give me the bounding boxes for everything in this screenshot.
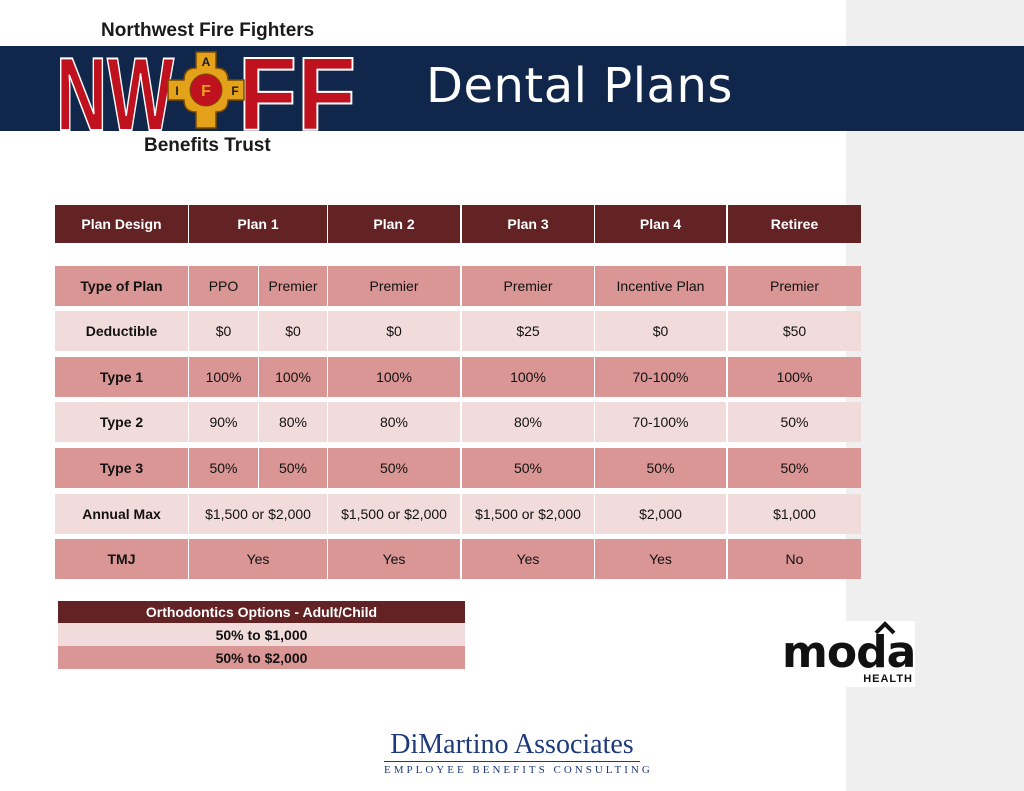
row-label-cell: Type of Plan [55, 266, 188, 306]
emblem-letter-f-right: F [231, 84, 238, 98]
orthodontics-table: Orthodontics Options - Adult/Child 50% t… [58, 601, 465, 669]
table-cell: 100% [328, 357, 460, 397]
moda-health-label: HEALTH [863, 673, 913, 685]
table-cell: 50% [462, 448, 594, 488]
table-cell: 50% [189, 448, 258, 488]
table-cell: Premier [728, 266, 861, 306]
table-cell: $1,500 or $2,000 [189, 494, 327, 534]
table-header-cell: Plan 3 [462, 205, 594, 243]
table-cell: Premier [328, 266, 460, 306]
row-label-cell: Type 2 [55, 402, 188, 442]
row-label-cell: Deductible [55, 311, 188, 351]
table-cell: 50% [595, 448, 726, 488]
table-cell: Yes [189, 539, 327, 579]
nwff-letters-graphic: NW FF A I F F [56, 40, 357, 136]
table-cell: 100% [462, 357, 594, 397]
table-cell: 50% [259, 448, 327, 488]
table-cell: 90% [189, 402, 258, 442]
table-cell: 80% [259, 402, 327, 442]
iaff-emblem-icon: A I F F [167, 51, 245, 129]
table-cell: $1,000 [728, 494, 861, 534]
table-cell: $25 [462, 311, 594, 351]
table-cell: 50% [728, 402, 861, 442]
orthodontics-row: 50% to $1,000 [58, 623, 465, 646]
emblem-letter-a: A [202, 55, 211, 69]
table-cell: $50 [728, 311, 861, 351]
table-header-cell: Plan 2 [328, 205, 460, 243]
table-cell: 50% [328, 448, 460, 488]
table-header-cell: Retiree [728, 205, 861, 243]
emblem-letter-f-center: F [201, 83, 211, 100]
table-cell: Yes [462, 539, 594, 579]
logo-letters-ff: FF [238, 40, 356, 136]
table-cell: Yes [328, 539, 460, 579]
table-cell: 100% [189, 357, 258, 397]
slide-title: Dental Plans [426, 58, 733, 114]
row-label-cell: TMJ [55, 539, 188, 579]
table-cell: $2,000 [595, 494, 726, 534]
table-cell: $0 [189, 311, 258, 351]
dimartino-tagline: EMPLOYEE BENEFITS CONSULTING [384, 764, 653, 776]
table-cell: 100% [728, 357, 861, 397]
moda-wordmark: moda [782, 627, 916, 678]
table-cell: 80% [462, 402, 594, 442]
table-cell: $1,500 or $2,000 [462, 494, 594, 534]
dimartino-name: DiMartino Associates [390, 729, 634, 760]
table-cell: PPO [189, 266, 258, 306]
emblem-letter-i: I [175, 84, 178, 98]
table-header-cell: Plan 4 [595, 205, 726, 243]
moda-health-logo: moda HEALTH [776, 621, 916, 687]
table-cell: 80% [328, 402, 460, 442]
orthodontics-header: Orthodontics Options - Adult/Child [58, 601, 465, 623]
table-cell: Yes [595, 539, 726, 579]
table-header-cell: Plan 1 [189, 205, 327, 243]
row-label-cell: Type 1 [55, 357, 188, 397]
table-cell: 50% [728, 448, 861, 488]
row-label-cell: Type 3 [55, 448, 188, 488]
table-cell: 70-100% [595, 357, 726, 397]
logo-bottom-text: Benefits Trust [144, 135, 271, 156]
nwff-logo: Northwest Fire Fighters NW FF A I F F Be… [56, 20, 358, 160]
table-cell: Incentive Plan [595, 266, 726, 306]
table-cell: Premier [259, 266, 327, 306]
table-cell: Premier [462, 266, 594, 306]
table-cell: 70-100% [595, 402, 726, 442]
row-label-cell: Annual Max [55, 494, 188, 534]
logo-top-text: Northwest Fire Fighters [101, 20, 315, 41]
table-cell: $0 [328, 311, 460, 351]
orthodontics-row: 50% to $2,000 [58, 646, 465, 669]
table-header-cell: Plan Design [55, 205, 188, 243]
dimartino-rule [384, 761, 640, 762]
table-cell: $1,500 or $2,000 [328, 494, 460, 534]
dimartino-logo: DiMartino Associates EMPLOYEE BENEFITS C… [384, 729, 653, 776]
table-cell: 100% [259, 357, 327, 397]
table-cell: No [728, 539, 861, 579]
logo-letters-nw: NW [56, 40, 175, 136]
moda-chevron-icon [874, 621, 896, 635]
table-cell: $0 [595, 311, 726, 351]
table-cell: $0 [259, 311, 327, 351]
